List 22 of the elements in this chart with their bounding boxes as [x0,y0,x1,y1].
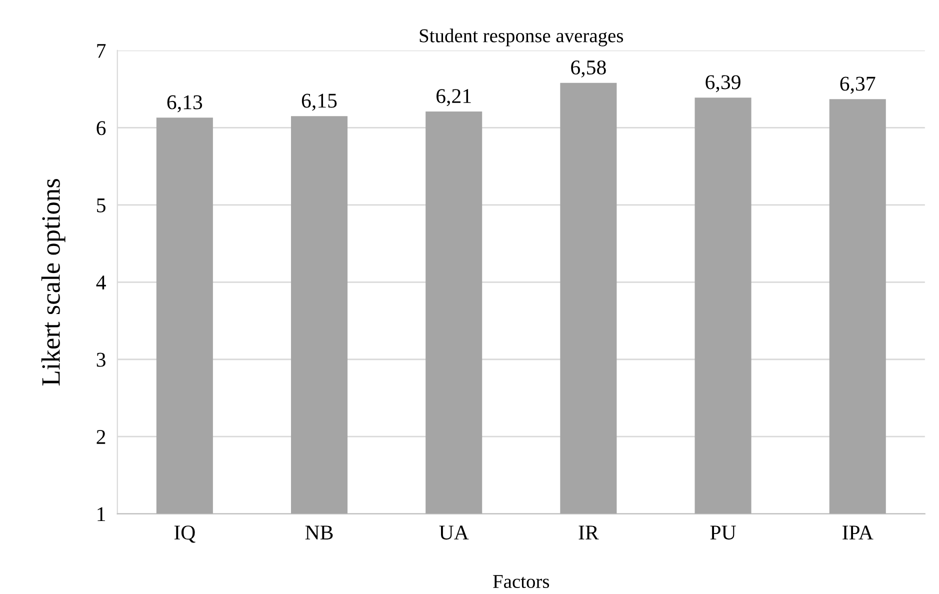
y-tick-label: 3 [96,352,106,367]
y-tick-label: 4 [96,276,106,290]
y-tick-label: 5 [97,198,106,212]
data-label: 6,21 [436,89,471,106]
data-label: 6,58 [571,60,606,78]
x-tick-label: IPA [842,526,874,540]
chart-title: Student response averages [420,28,624,46]
x-tick-label: IR [578,526,599,540]
data-label: 6,39 [706,75,740,92]
x-tick-label: NB [305,526,333,540]
x-tick-label: IQ [174,526,196,543]
data-label: 6,13 [167,95,202,112]
y-tick-label: 1 [98,507,106,522]
x-tick-label: UA [439,526,469,540]
x-tick-label: PU [710,526,736,540]
data-label: 6,15 [302,94,337,111]
y-tick-label: 2 [96,430,106,444]
data-label: 6,37 [840,76,876,94]
x-axis-title: Factors [493,575,550,588]
y-axis-title: Likert scale options [41,179,66,386]
y-tick-label: 7 [97,44,106,58]
y-tick-label: 6 [96,121,106,136]
